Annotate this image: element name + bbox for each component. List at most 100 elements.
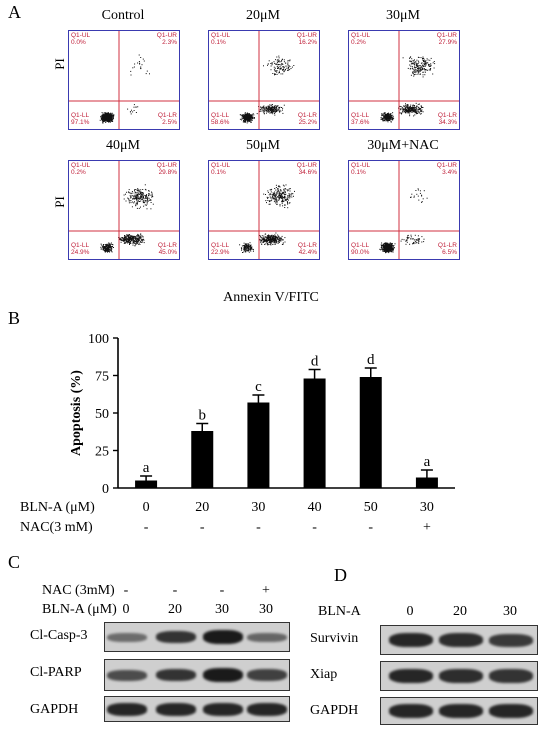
event-dot: [134, 238, 136, 240]
event-dot: [134, 63, 136, 65]
lr-label: Q1-LR: [297, 112, 317, 119]
event-dot: [128, 238, 130, 240]
event-dot: [270, 244, 272, 246]
event-dot: [130, 235, 132, 237]
d-blna-dose: 20: [453, 604, 467, 619]
event-dot: [142, 196, 144, 198]
event-dot: [150, 200, 152, 201]
event-dot: [389, 247, 391, 249]
event-dot: [284, 188, 286, 190]
event-dot: [383, 250, 385, 252]
event-dot: [246, 245, 248, 247]
event-dot: [414, 234, 416, 236]
event-dot: [136, 201, 138, 203]
event-dot: [279, 192, 281, 194]
event-dot: [267, 105, 269, 107]
y-tick-label: 100: [88, 332, 109, 347]
event-dot: [407, 237, 409, 239]
event-dot: [268, 106, 270, 108]
event-dot: [386, 249, 388, 251]
event-dot: [284, 193, 285, 195]
event-dot: [110, 116, 112, 118]
event-dot: [405, 108, 407, 110]
event-dot: [141, 235, 143, 237]
event-dot: [271, 237, 273, 239]
event-dot: [249, 113, 250, 115]
event-dot: [410, 74, 412, 76]
event-dot: [270, 200, 272, 202]
event-dot: [104, 113, 106, 115]
significance-letter: a: [143, 460, 150, 476]
band: [439, 669, 483, 683]
c-blna-dose: 20: [168, 602, 182, 617]
event-dot: [278, 199, 280, 201]
event-dot: [410, 109, 412, 111]
event-dot: [388, 251, 390, 253]
event-dot: [269, 112, 271, 114]
ll-label: Q1-LL: [351, 112, 370, 119]
event-dot: [270, 193, 272, 195]
event-dot: [275, 59, 277, 61]
flow-plot-title: 40μM: [106, 138, 140, 153]
event-dot: [418, 240, 420, 242]
event-dot: [388, 252, 390, 254]
event-dot: [385, 252, 387, 254]
event-dot: [102, 114, 104, 116]
event-dot: [136, 235, 138, 237]
ur-value: 29.8%: [158, 169, 177, 176]
event-dot: [265, 240, 267, 242]
band: [439, 633, 483, 647]
event-dot: [424, 61, 426, 63]
event-dot: [142, 58, 144, 60]
event-dot: [247, 118, 249, 120]
event-dot: [108, 114, 110, 116]
event-dot: [135, 241, 137, 243]
event-dot: [414, 69, 416, 71]
event-dot: [243, 249, 245, 251]
event-dot: [109, 118, 111, 120]
event-dot: [267, 63, 269, 65]
event-dot: [405, 112, 407, 114]
event-dot: [269, 240, 271, 242]
event-dot: [281, 237, 283, 239]
event-dot: [277, 242, 279, 244]
event-dot: [124, 236, 126, 238]
event-dot: [283, 66, 285, 68]
bar: [415, 477, 438, 488]
event-dot: [385, 251, 386, 253]
event-dot: [392, 248, 393, 250]
event-dot: [384, 246, 386, 248]
event-dot: [406, 109, 408, 111]
event-dot: [263, 108, 265, 110]
event-dot: [416, 111, 418, 113]
lr-label: Q1-LR: [157, 242, 177, 249]
event-dot: [392, 249, 394, 251]
event-dot: [387, 248, 389, 250]
event-dot: [132, 237, 134, 239]
event-dot: [281, 193, 283, 195]
event-dot: [108, 116, 110, 118]
event-dot: [410, 238, 412, 240]
event-dot: [265, 106, 267, 108]
event-dot: [267, 64, 268, 66]
event-dot: [423, 68, 425, 70]
event-dot: [131, 240, 133, 242]
event-dot: [407, 112, 409, 113]
event-dot: [413, 110, 415, 112]
event-dot: [391, 118, 393, 120]
event-dot: [410, 108, 412, 110]
event-dot: [260, 241, 262, 242]
event-dot: [407, 112, 409, 114]
event-dot: [277, 239, 279, 240]
event-dot: [281, 198, 283, 200]
event-dot: [391, 246, 392, 248]
event-dot: [388, 113, 390, 115]
event-dot: [422, 71, 424, 73]
event-dot: [271, 108, 273, 109]
event-dot: [405, 239, 407, 241]
event-dot: [276, 240, 278, 242]
event-dot: [144, 188, 146, 190]
event-dot: [429, 59, 431, 61]
event-dot: [391, 118, 393, 120]
event-dot: [415, 73, 417, 75]
